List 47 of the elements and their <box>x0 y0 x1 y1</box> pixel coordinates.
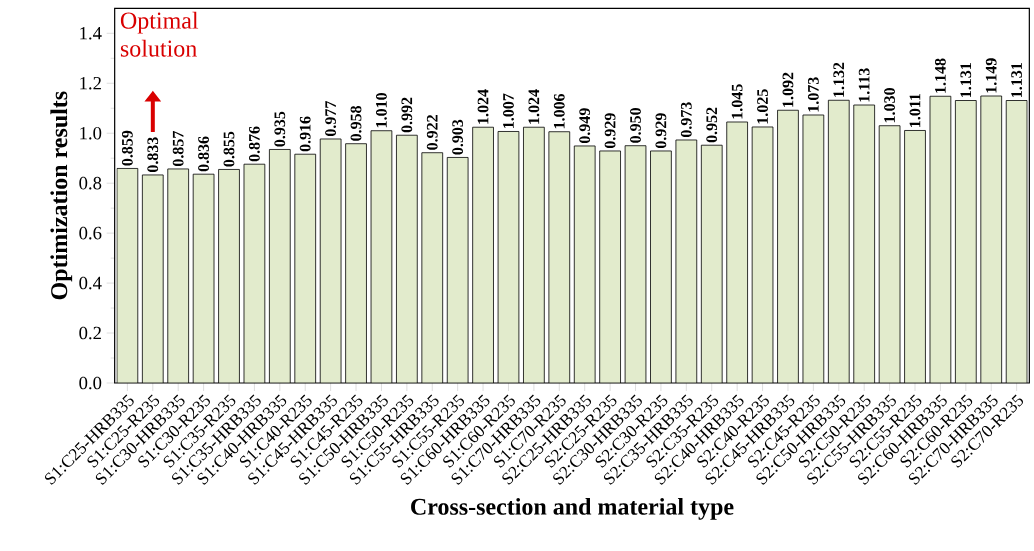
data-label: 1.030 <box>884 88 896 123</box>
y-tick-label: 1.0 <box>80 126 102 140</box>
data-label: 1.149 <box>985 58 997 93</box>
data-label: 0.922 <box>426 115 438 150</box>
y-tick-label: 0.0 <box>79 376 102 390</box>
data-label: 0.855 <box>223 131 235 167</box>
data-label: 1.010 <box>376 93 387 128</box>
data-label: 0.973 <box>680 102 692 138</box>
data-label: 1.045 <box>731 84 743 119</box>
data-label: 1.113 <box>858 68 870 102</box>
data-label: 1.131 <box>960 63 972 97</box>
data-label: 0.952 <box>706 107 718 143</box>
y-tick-label: 1.4 <box>80 27 102 40</box>
data-label: 0.833 <box>147 137 159 173</box>
data-label: 1.024 <box>528 89 540 124</box>
data-label: 0.916 <box>299 116 311 152</box>
y-axis-title: Optimization results <box>50 91 73 300</box>
y-tick-label: 1.2 <box>80 76 101 90</box>
data-label: 0.935 <box>274 111 286 147</box>
data-label: 0.950 <box>630 108 641 143</box>
data-label: 1.007 <box>503 93 514 128</box>
x-axis-title: Cross-section and material type <box>411 497 734 520</box>
y-tick-label: 0.6 <box>79 226 102 240</box>
data-label: 1.011 <box>909 93 921 127</box>
y-tick-label: 0.4 <box>79 276 102 290</box>
data-label: 0.929 <box>604 113 616 149</box>
y-tick-label: 0.8 <box>79 176 102 190</box>
data-label: 1.073 <box>807 77 819 112</box>
data-label: 0.977 <box>325 101 337 137</box>
data-label: 0.836 <box>198 136 210 172</box>
data-label: 0.876 <box>248 126 260 162</box>
data-label: 0.929 <box>655 113 667 149</box>
y-tick-label: 0.2 <box>79 326 101 340</box>
data-label: 0.992 <box>401 97 413 133</box>
data-label: 1.092 <box>782 72 794 107</box>
data-label: 1.024 <box>477 89 489 124</box>
data-label: 0.857 <box>172 131 184 167</box>
data-label: 0.949 <box>579 108 591 144</box>
data-label: 0.958 <box>350 105 362 141</box>
data-label: 0.903 <box>452 119 464 155</box>
annotation: Optimal solution <box>120 11 199 57</box>
data-label: 0.859 <box>121 130 133 166</box>
data-label: 1.148 <box>934 58 946 93</box>
data-label: 1.006 <box>553 93 565 129</box>
data-label: 1.132 <box>833 62 845 97</box>
data-label: 1.131 <box>1011 63 1023 97</box>
data-label: 1.025 <box>757 89 768 124</box>
